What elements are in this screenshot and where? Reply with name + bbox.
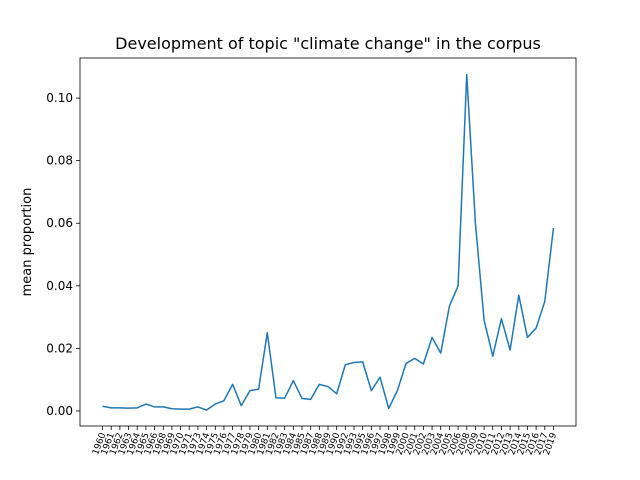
y-tick-label: 0.04 xyxy=(46,279,73,293)
y-tick-label: 0.06 xyxy=(46,216,73,230)
y-tick-label: 0.00 xyxy=(46,404,73,418)
y-tick-label: 0.08 xyxy=(46,154,73,168)
y-tick-label: 0.02 xyxy=(46,341,73,355)
chart-title: Development of topic "climate change" in… xyxy=(115,34,541,53)
plot-frame xyxy=(79,57,577,427)
line xyxy=(102,73,555,411)
y-tick-label: 0.10 xyxy=(46,91,73,105)
y-axis-label: mean proportion xyxy=(20,188,35,297)
